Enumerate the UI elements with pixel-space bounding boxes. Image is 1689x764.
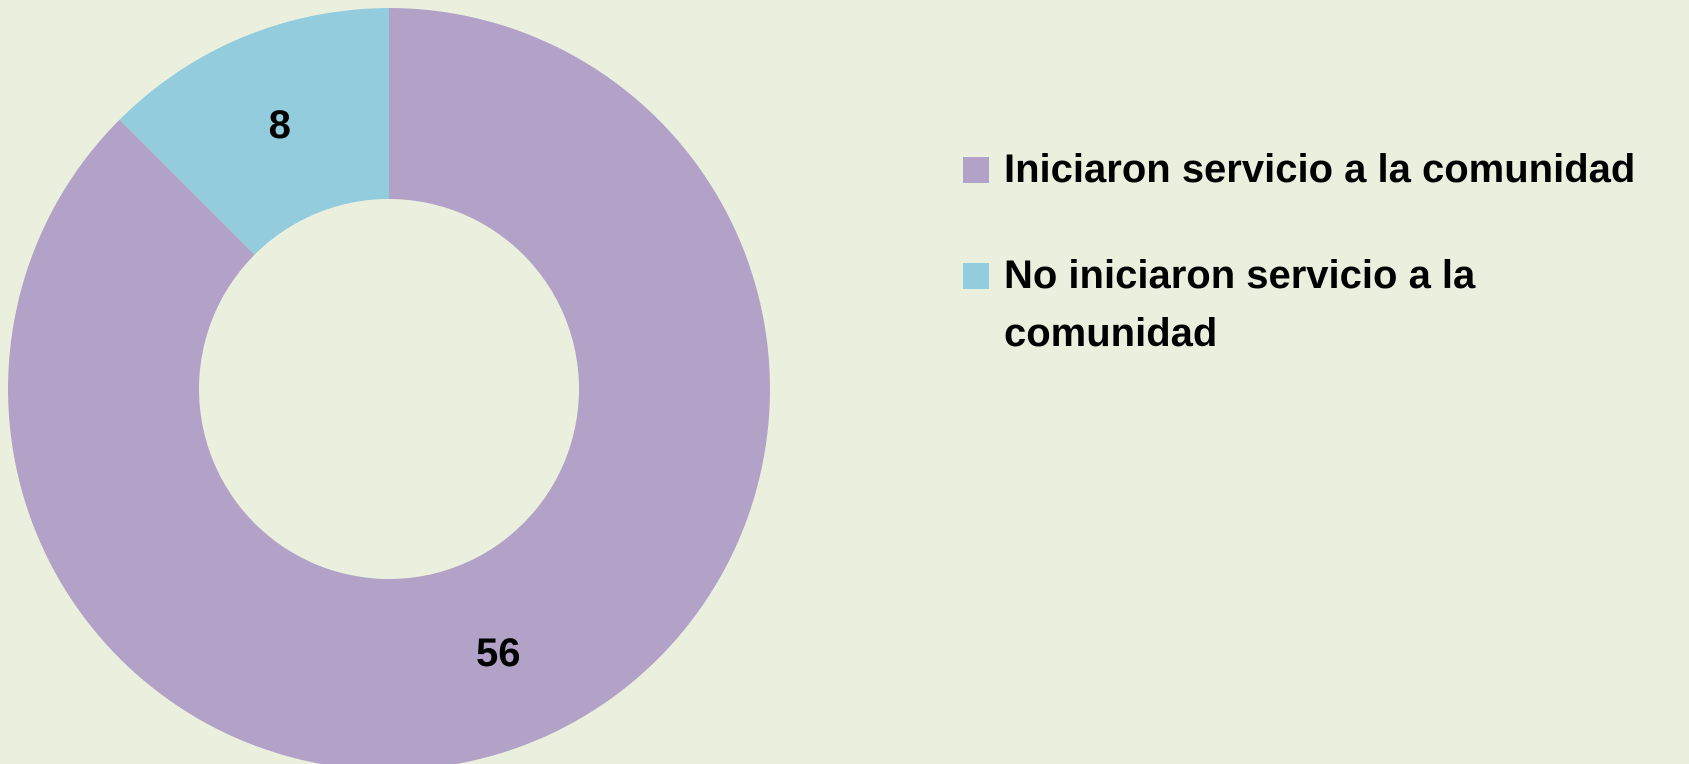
legend-label-iniciaron: Iniciaron servicio a la comunidad [1004,147,1636,191]
donut-slice-no-iniciaron [119,8,389,255]
donut-slice-iniciaron [8,8,770,764]
data-label-no-iniciaron: 8 [269,103,291,147]
legend-swatch-no-iniciaron [963,263,989,289]
legend-item-iniciaron: Iniciaron servicio a la comunidad [963,140,1684,198]
legend: Iniciaron servicio a la comunidad No ini… [963,140,1683,410]
legend-item-no-iniciaron: No iniciaron servicio a la comunidad [963,246,1604,362]
legend-swatch-iniciaron [963,157,989,183]
data-label-iniciaron: 56 [476,631,521,675]
legend-label-no-iniciaron: No iniciaron servicio a la comunidad [1004,253,1476,355]
